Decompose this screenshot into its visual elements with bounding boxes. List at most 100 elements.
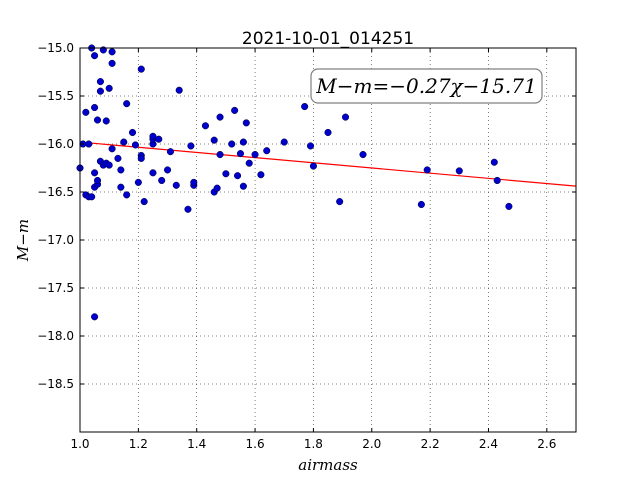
- data-point: [108, 145, 116, 153]
- data-point: [222, 170, 230, 178]
- ticks-layer: 1.0 1.2 1.4 1.6 1.8 2.0 2.2 2.4 2.6 −15.0 −15.5 −16…: [37, 41, 576, 451]
- data-point: [155, 135, 163, 143]
- data-point: [213, 184, 221, 192]
- grid-layer: [79, 47, 576, 432]
- y-tick-label: −17.0: [37, 233, 74, 247]
- data-point: [455, 167, 463, 175]
- y-axis-label: M−m: [14, 219, 32, 262]
- y-tick-label: −16.5: [37, 185, 74, 199]
- data-point: [137, 65, 145, 73]
- data-point: [280, 138, 288, 146]
- y-tick-label: −18.0: [37, 329, 74, 343]
- annotation-frame: [310, 68, 543, 104]
- data-point: [96, 87, 104, 95]
- data-point: [242, 119, 250, 127]
- data-point: [490, 158, 498, 166]
- data-point: [149, 132, 157, 140]
- data-point: [216, 151, 224, 159]
- data-point: [128, 128, 137, 137]
- data-point: [88, 193, 96, 201]
- data-point: [234, 172, 242, 180]
- data-point: [306, 142, 315, 150]
- x-tick-label: 2.6: [537, 437, 556, 451]
- data-point: [239, 138, 247, 146]
- data-point: [105, 84, 113, 92]
- x-tick-label: 2.4: [479, 437, 498, 451]
- x-tick-label: 1.6: [246, 437, 265, 451]
- y-tick-label: −16.0: [37, 137, 74, 151]
- x-tick-label: 1.2: [129, 437, 148, 451]
- data-point: [341, 113, 350, 121]
- data-point: [175, 86, 183, 94]
- x-tick-label: 1.8: [304, 437, 323, 451]
- data-point: [105, 161, 113, 169]
- data-point: [91, 169, 99, 177]
- chart-title: 2021-10-01_014251: [242, 29, 414, 49]
- data-point: [93, 116, 102, 124]
- data-point: [228, 140, 236, 148]
- data-point: [163, 166, 172, 174]
- data-point: [187, 142, 195, 150]
- data-point: [117, 166, 125, 174]
- data-point: [114, 154, 122, 162]
- x-axis-label: airmass: [298, 456, 358, 474]
- y-tick-label: −15.0: [37, 41, 74, 55]
- data-point: [359, 151, 367, 159]
- fit-line: [79, 141, 577, 187]
- annotation-box: M−m=−0.27χ−15.71: [310, 68, 543, 104]
- x-tick-label: 2.0: [362, 437, 381, 451]
- data-point: [123, 100, 131, 108]
- data-point: [149, 169, 157, 177]
- data-point: [131, 141, 139, 149]
- data-point: [324, 128, 332, 137]
- data-point: [134, 178, 142, 186]
- y-tick-label: −15.5: [37, 89, 74, 103]
- data-point: [140, 198, 148, 206]
- data-point: [166, 148, 174, 156]
- data-point: [251, 151, 259, 159]
- data-point: [108, 48, 116, 56]
- data-point: [505, 202, 513, 210]
- data-point: [91, 313, 99, 321]
- data-point: [493, 176, 501, 185]
- points-layer: [76, 44, 513, 321]
- data-point: [82, 108, 90, 116]
- data-point: [117, 183, 125, 191]
- data-point: [91, 52, 99, 60]
- data-point: [91, 103, 99, 112]
- data-point: [201, 122, 210, 130]
- data-point: [190, 178, 198, 186]
- data-point: [245, 159, 253, 167]
- data-point: [93, 176, 102, 185]
- x-tick-label: 1.4: [187, 437, 206, 451]
- x-tick-label: 2.2: [421, 437, 440, 451]
- data-point: [423, 166, 431, 174]
- data-point: [239, 182, 247, 190]
- data-point: [102, 117, 110, 125]
- data-point: [417, 200, 425, 209]
- fit-layer: [79, 141, 577, 187]
- data-point: [137, 154, 145, 162]
- data-point: [301, 103, 309, 111]
- data-point: [158, 176, 166, 185]
- y-tick-label: −17.5: [37, 281, 74, 295]
- data-point: [184, 205, 192, 213]
- data-point: [96, 78, 104, 86]
- fit-equation: M−m=−0.27χ−15.71: [315, 74, 536, 98]
- data-point: [216, 113, 224, 121]
- data-point: [108, 59, 116, 67]
- data-point: [85, 140, 93, 148]
- data-point: [236, 150, 245, 158]
- data-point: [123, 191, 131, 199]
- data-point: [336, 198, 344, 206]
- data-point: [120, 138, 128, 146]
- data-point: [263, 147, 271, 155]
- data-point: [172, 181, 180, 189]
- data-point: [257, 171, 265, 179]
- data-point: [210, 136, 218, 144]
- data-point: [231, 106, 239, 114]
- y-tick-label: −18.5: [37, 377, 74, 391]
- data-point: [309, 162, 317, 170]
